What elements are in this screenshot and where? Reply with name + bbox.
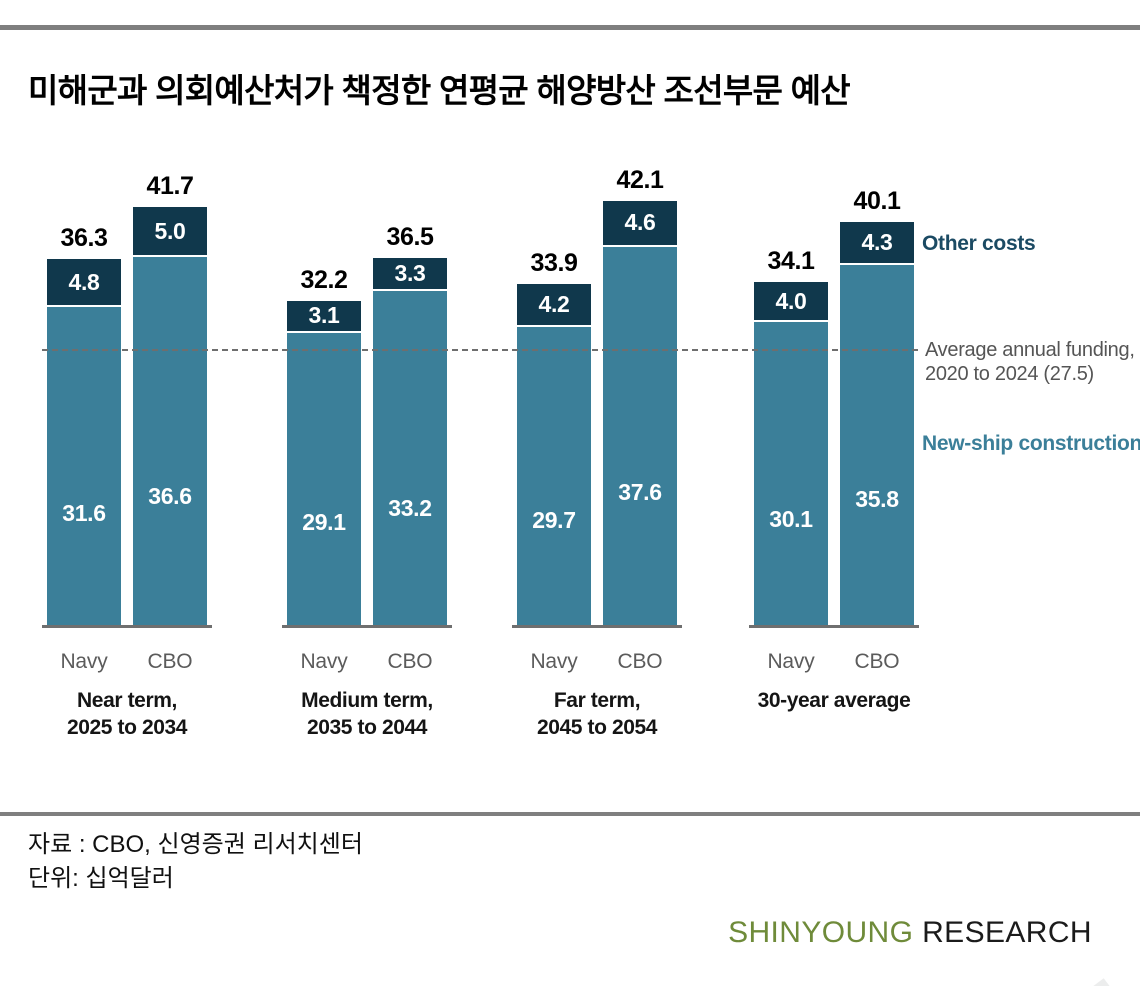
series-label-cbo: CBO <box>147 650 193 673</box>
bar-segment-other-costs[interactable]: 4.3 <box>840 221 914 266</box>
bottom-rule <box>0 812 1140 816</box>
bar-total-label: 34.1 <box>767 247 815 276</box>
bar-segment-new-ship-construction[interactable]: 37.6 <box>603 247 677 625</box>
bar-segment-new-ship-construction[interactable]: 29.1 <box>287 332 361 625</box>
bar-segment-new-ship-construction[interactable]: 36.6 <box>133 257 207 625</box>
bar-segment-value-other-costs: 3.1 <box>308 302 340 329</box>
average-funding-reference-line <box>42 348 918 351</box>
bar-segment-new-ship-construction[interactable]: 33.2 <box>373 291 447 625</box>
bar-segment-other-costs[interactable]: 3.3 <box>373 258 447 292</box>
top-rule <box>0 25 1140 30</box>
bar-segment-value-new-ship-construction: 33.2 <box>388 494 432 521</box>
bar-segment-other-costs[interactable]: 4.6 <box>603 200 677 248</box>
logo-research: RESEARCH <box>913 916 1092 949</box>
group-label: Near term, 2025 to 2034 <box>66 689 188 739</box>
bar-total-label: 36.3 <box>60 224 108 253</box>
logo-shinyoung: SHINYOUNG <box>728 916 914 949</box>
bar-segment-other-costs[interactable]: 4.0 <box>754 282 828 323</box>
stacked-bar[interactable]: 4.6 37.6 <box>603 200 677 625</box>
bar-total-label: 40.1 <box>853 186 901 215</box>
corner-band <box>880 978 1140 986</box>
series-label-cbo: CBO <box>387 650 433 673</box>
bar-segment-other-costs[interactable]: 3.1 <box>287 301 361 333</box>
group-axis-line <box>512 625 682 628</box>
bar-total-label: 32.2 <box>300 266 348 295</box>
bar-segment-value-new-ship-construction: 30.1 <box>769 505 813 532</box>
bar-segment-value-new-ship-construction: 37.6 <box>618 479 662 506</box>
page-title: 미해군과 의회예산처가 책정한 연평균 해양방산 조선부문 예산 <box>28 72 851 110</box>
series-label-navy: Navy <box>767 650 815 673</box>
group-label: 30-year average <box>757 689 911 712</box>
group-axis-line <box>42 625 212 628</box>
footer-source: 자료 : CBO, 신영증권 리서치센터 <box>28 831 363 858</box>
bar-total-label: 41.7 <box>146 171 194 200</box>
stacked-bar[interactable]: 5.0 36.6 <box>133 206 207 625</box>
series-label-navy: Navy <box>300 650 348 673</box>
chart-plot-area: 4.8 31.6 36.3 Navy 5.0 36.6 41.7 CBO Near term, … <box>42 165 1140 739</box>
bar-segment-value-other-costs: 4.3 <box>861 229 893 256</box>
stacked-bar[interactable]: 4.0 30.1 <box>754 282 828 625</box>
footer-unit: 단위: 십억달러 <box>28 865 174 893</box>
bar-segment-value-new-ship-construction: 29.7 <box>532 507 576 533</box>
shinyoung-research-logo: SHINYOUNG RESEARCH <box>728 916 1092 950</box>
bar-segment-value-new-ship-construction: 31.6 <box>62 500 106 527</box>
bar-total-label: 33.9 <box>530 249 578 278</box>
stacked-bar[interactable]: 3.3 33.2 <box>373 258 447 625</box>
bar-segment-new-ship-construction[interactable]: 29.7 <box>517 326 591 625</box>
stacked-bar[interactable]: 3.1 29.1 <box>287 301 361 625</box>
bar-segment-value-new-ship-construction: 29.1 <box>302 509 346 536</box>
bar-segment-new-ship-construction[interactable]: 31.6 <box>47 307 121 625</box>
bar-segment-value-other-costs: 4.6 <box>624 209 656 236</box>
series-label-navy: Navy <box>530 650 578 673</box>
stacked-bar[interactable]: 4.3 35.8 <box>840 221 914 625</box>
group-axis-line <box>749 625 919 628</box>
bar-segment-new-ship-construction[interactable]: 35.8 <box>840 265 914 625</box>
series-label-cbo: CBO <box>854 650 900 673</box>
legend-new-ship-construction: New-ship construction <box>922 432 1140 455</box>
bar-segment-value-other-costs: 4.0 <box>775 287 807 314</box>
average-funding-reference-label: Average annual funding, 2020 to 2024 (27… <box>925 338 1135 385</box>
bar-segment-value-other-costs: 4.2 <box>538 290 570 317</box>
group-axis-line <box>282 625 452 628</box>
stacked-bar[interactable]: 4.2 29.7 <box>517 284 591 625</box>
series-label-cbo: CBO <box>617 650 663 673</box>
bar-segment-value-new-ship-construction: 36.6 <box>148 482 192 509</box>
bar-segment-value-other-costs: 4.8 <box>68 268 100 295</box>
bar-segment-other-costs[interactable]: 5.0 <box>133 206 207 258</box>
bar-segment-value-new-ship-construction: 35.8 <box>855 485 899 512</box>
stacked-bar[interactable]: 4.8 31.6 <box>47 259 121 625</box>
bar-segment-other-costs[interactable]: 4.8 <box>47 259 121 308</box>
bar-total-label: 42.1 <box>616 165 664 194</box>
bar-segment-value-other-costs: 5.0 <box>154 217 186 244</box>
bar-segment-new-ship-construction[interactable]: 30.1 <box>754 322 828 625</box>
group-label: Medium term, 2035 to 2044 <box>301 689 433 739</box>
legend-other-costs: Other costs <box>922 232 1036 255</box>
series-label-navy: Navy <box>60 650 108 673</box>
group-label: Far term, 2045 to 2054 <box>536 689 658 739</box>
bar-segment-other-costs[interactable]: 4.2 <box>517 284 591 327</box>
footer-notes: 자료 : CBO, 신영증권 리서치센터 단위: 십억달러 <box>28 828 363 896</box>
bar-segment-value-other-costs: 3.3 <box>394 260 426 287</box>
bar-total-label: 36.5 <box>386 223 434 252</box>
